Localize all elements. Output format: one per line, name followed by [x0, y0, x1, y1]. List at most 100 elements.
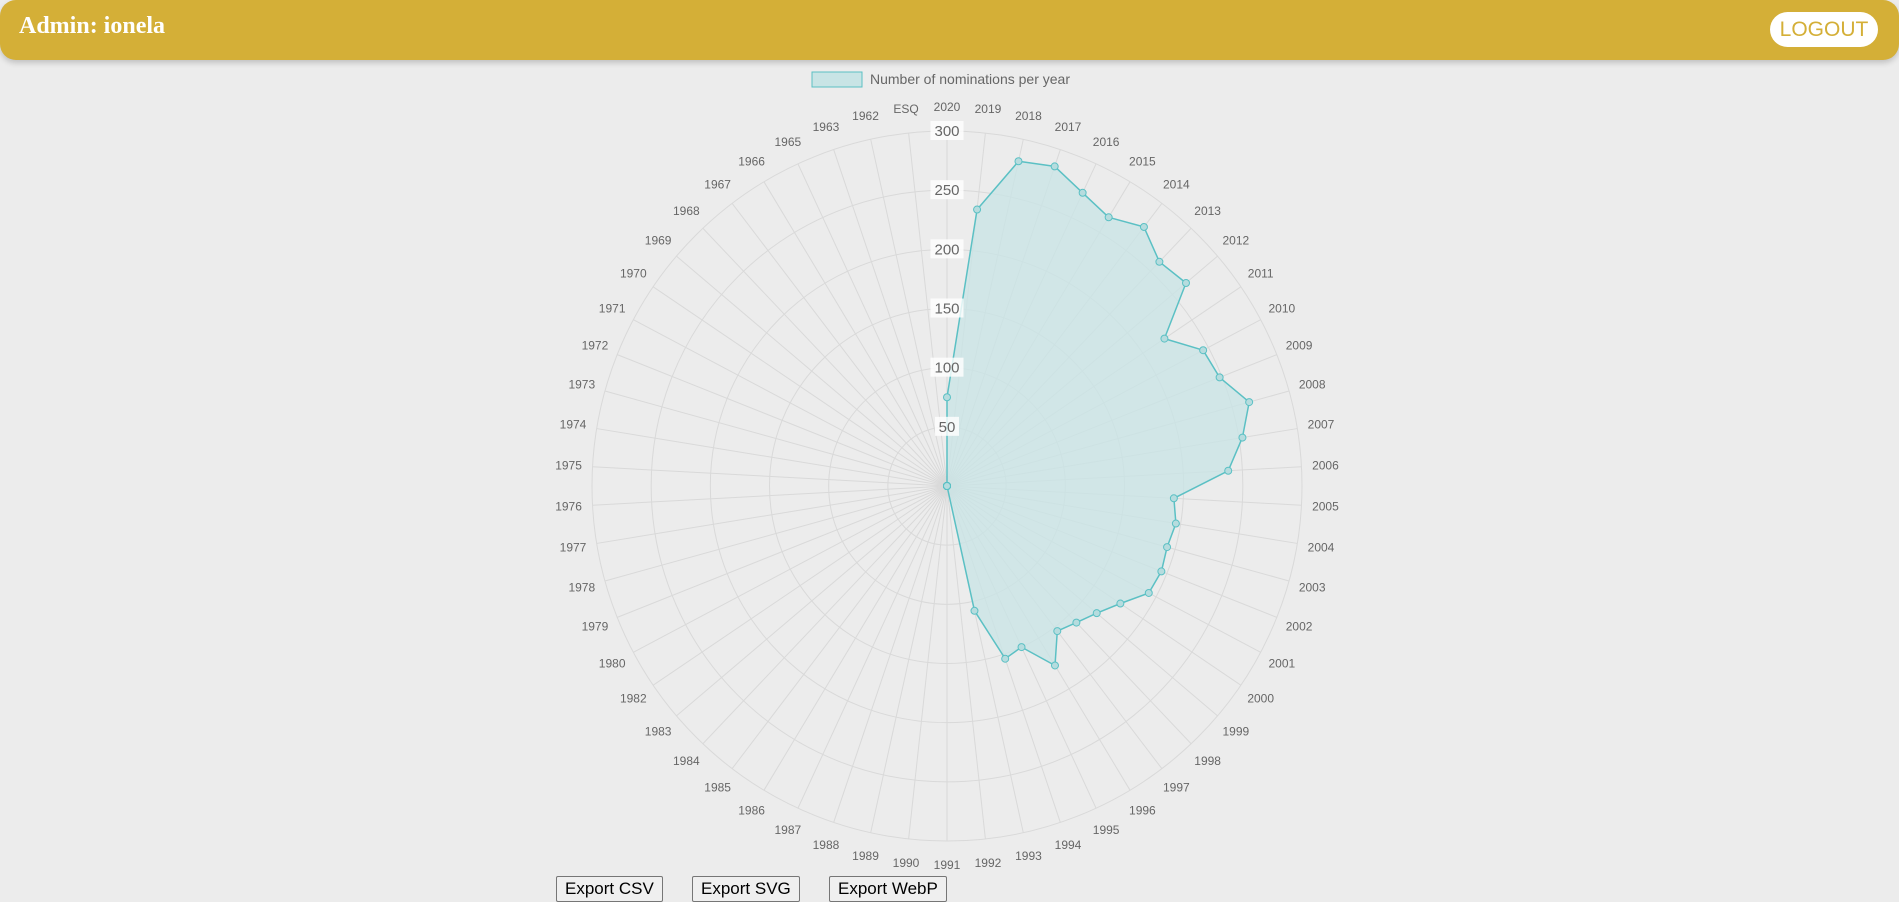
angle-line: [633, 485, 948, 653]
data-point: [1139, 222, 1148, 231]
point-label: 2014: [1163, 177, 1190, 191]
point-label: 1986: [738, 804, 765, 818]
data-point: [1078, 188, 1087, 197]
point-label: 1976: [555, 500, 582, 514]
angle-line: [592, 466, 948, 487]
series-area: [946, 160, 1250, 667]
point-label: 1991: [934, 858, 961, 872]
point-label: 1963: [813, 120, 840, 134]
point-label: 1967: [704, 177, 731, 191]
angle-line: [870, 139, 948, 487]
tick-backdrop: [930, 239, 964, 259]
angle-line: [763, 485, 948, 791]
point-label: 1985: [704, 781, 731, 795]
angle-line: [908, 485, 948, 839]
point-label: 1982: [620, 692, 647, 706]
data-point: [943, 482, 951, 490]
data-point: [1050, 162, 1059, 171]
data-point: [1238, 433, 1247, 442]
point-label: 1971: [599, 301, 626, 315]
tick-label: 200: [934, 241, 959, 258]
point-label: 2005: [1312, 500, 1339, 514]
point-label: 1977: [560, 540, 587, 554]
point-label: 1998: [1194, 754, 1221, 768]
point-label: 1993: [1015, 849, 1042, 863]
point-label: 2015: [1129, 154, 1156, 168]
tick-label: 100: [934, 360, 959, 377]
point-label: 2019: [975, 102, 1002, 116]
point-label: 1965: [775, 135, 802, 149]
point-label: ESQ: [893, 102, 918, 116]
point-label: 2008: [1299, 378, 1326, 392]
tick-backdrop: [930, 298, 964, 318]
point-label: 2011: [1248, 266, 1274, 280]
angle-line: [833, 485, 948, 823]
point-label: 1989: [852, 849, 879, 863]
point-label: 1990: [893, 856, 920, 870]
data-point: [1050, 661, 1059, 670]
point-label: 2020: [934, 100, 961, 114]
tick-backdrop: [930, 180, 964, 200]
point-label: 1972: [582, 339, 609, 353]
point-label: 2010: [1268, 301, 1295, 315]
data-point: [1104, 213, 1113, 222]
angle-line: [731, 485, 948, 769]
angle-line: [676, 255, 948, 487]
logout-button[interactable]: LOGOUT: [1770, 12, 1878, 47]
angle-line: [731, 203, 948, 487]
data-point: [1053, 627, 1062, 636]
data-point: [973, 205, 982, 214]
point-label: 1994: [1055, 838, 1082, 852]
point-label: 2001: [1268, 657, 1295, 671]
point-label: 2016: [1093, 135, 1120, 149]
data-point: [970, 606, 979, 615]
angle-line: [604, 485, 948, 582]
point-label: 1995: [1093, 823, 1120, 837]
point-label: 2003: [1299, 580, 1326, 594]
point-label: 2000: [1247, 692, 1274, 706]
export-webp-button[interactable]: Export WebP: [829, 876, 947, 902]
point-label: 2009: [1286, 339, 1313, 353]
data-point: [1171, 519, 1180, 528]
tick-label: 250: [934, 182, 959, 199]
tick-label: 150: [934, 301, 959, 318]
angle-line: [702, 227, 948, 487]
point-label: 2006: [1312, 458, 1339, 472]
point-label: 2012: [1223, 234, 1250, 248]
angle-line: [870, 485, 948, 833]
point-label: 1974: [560, 418, 587, 432]
point-label: 2002: [1286, 619, 1313, 633]
data-point: [1017, 643, 1026, 652]
legend-swatch: [811, 71, 863, 88]
tick-label: 300: [934, 123, 959, 140]
point-label: 1968: [673, 204, 700, 218]
point-label: 1973: [568, 378, 595, 392]
angle-line: [797, 485, 948, 809]
data-point: [1116, 599, 1125, 608]
point-label: 2017: [1055, 120, 1082, 134]
point-label: 1988: [813, 838, 840, 852]
angle-line: [604, 390, 948, 487]
top-bar: Admin: ionela LOGOUT: [0, 0, 1899, 60]
point-label: 1962: [852, 109, 879, 123]
point-label: 1987: [775, 823, 802, 837]
legend-label: Number of nominations per year: [870, 71, 1070, 87]
point-label: 1999: [1223, 724, 1250, 738]
point-label: 2007: [1308, 418, 1335, 432]
export-csv-button[interactable]: Export CSV: [556, 876, 663, 902]
data-point: [1215, 373, 1224, 382]
admin-title: Admin: ionela: [19, 13, 166, 39]
point-label: 1970: [620, 266, 647, 280]
data-point: [1157, 567, 1166, 576]
angle-line: [833, 149, 948, 487]
export-svg-button[interactable]: Export SVG: [692, 876, 800, 902]
data-point: [943, 393, 951, 402]
data-point: [1245, 398, 1254, 407]
angle-line: [617, 485, 948, 618]
point-label: 1979: [582, 619, 609, 633]
data-point: [1092, 609, 1101, 618]
data-point: [1163, 543, 1172, 552]
angle-line: [946, 485, 986, 839]
data-point: [1072, 618, 1081, 627]
point-label: 1980: [599, 657, 626, 671]
